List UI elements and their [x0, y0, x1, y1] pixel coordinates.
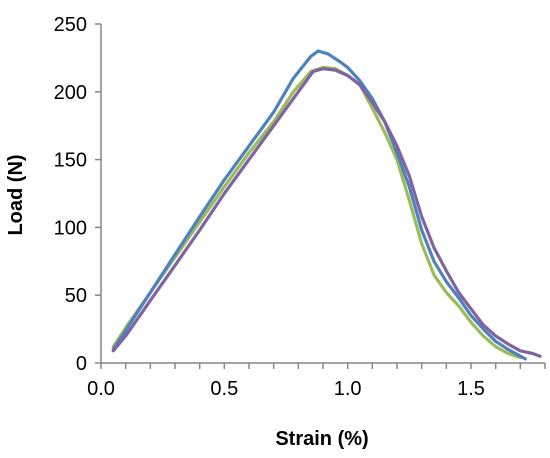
x-tick-label: 0.0 — [87, 378, 115, 400]
y-axis-title: Load (N) — [5, 154, 27, 235]
axes — [100, 24, 545, 364]
series-group — [111, 49, 542, 361]
x-tick-label: 1.5 — [457, 378, 485, 400]
y-tick-label: 50 — [65, 285, 87, 307]
x-ticks — [100, 363, 546, 369]
x-tick-label: 1.0 — [334, 378, 362, 400]
y-tick-label: 250 — [54, 14, 87, 36]
y-tick-label: 100 — [54, 217, 87, 239]
series-line-3 — [111, 67, 542, 358]
y-tick-labels: 0 50 100 150 200 250 — [54, 14, 87, 375]
y-tick-label: 150 — [54, 150, 87, 172]
x-tick-labels: 0.0 0.5 1.0 1.5 — [87, 378, 485, 400]
y-tick-label: 200 — [54, 82, 87, 104]
series-line-2 — [111, 49, 527, 361]
y-ticks — [95, 23, 101, 364]
series-line-1 — [111, 65, 522, 360]
x-axis-title: Strain (%) — [275, 428, 368, 450]
y-tick-label: 0 — [76, 353, 87, 375]
x-tick-label: 0.5 — [210, 378, 238, 400]
